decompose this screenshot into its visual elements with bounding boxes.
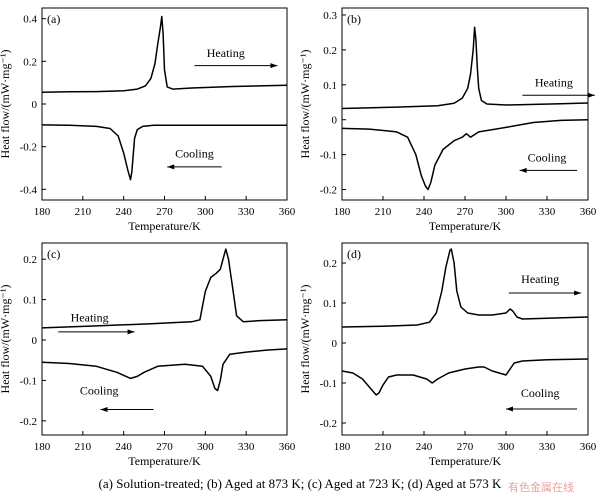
cooling-arrowhead	[519, 167, 527, 173]
x-axis-label: Temperature/K	[128, 219, 201, 233]
y-tick-label: 0.1	[323, 298, 337, 310]
y-tick-label: -0.2	[20, 142, 37, 154]
heating-label: Heating	[71, 310, 109, 324]
y-tick-label: 0	[32, 335, 38, 347]
x-axis-label: Temperature/K	[429, 219, 502, 233]
y-tick-label: 0.2	[323, 258, 337, 270]
x-tick-label: 210	[75, 441, 92, 453]
cooling-arrowhead	[100, 407, 108, 413]
watermark: 有色金属在线	[508, 481, 574, 494]
heating-arrowhead	[574, 290, 582, 296]
y-tick-label: 0.4	[23, 14, 37, 26]
heating-arrowhead	[270, 63, 278, 69]
heating-curve	[341, 26, 589, 110]
y-tick-label: -0.2	[320, 418, 337, 430]
panel-2: 180 210 240 270 300 330 360 -0.2 -0.1 0 0.1 0.2 0.3 T…	[298, 7, 597, 233]
x-tick-label: 330	[238, 206, 255, 218]
x-axis-label: Temperature/K	[429, 454, 502, 468]
x-tick-label: 300	[197, 441, 214, 453]
x-tick-label: 270	[156, 206, 173, 218]
plot-frame	[41, 242, 288, 436]
panel-label: (c)	[47, 247, 60, 261]
panel-label: (d)	[347, 247, 361, 261]
x-tick-label: 360	[279, 441, 296, 453]
x-tick-label: 270	[156, 441, 173, 453]
heating-label: Heating	[207, 46, 245, 60]
y-axis-label: Heat flow/(mW·mg⁻¹)	[0, 285, 12, 394]
heating-curve	[41, 248, 288, 329]
y-tick-label: 0.1	[23, 295, 37, 307]
y-tick-label: 0	[32, 99, 38, 111]
cooling-curve	[41, 348, 288, 392]
x-tick-label: 330	[539, 441, 556, 453]
x-tick-label: 180	[334, 441, 351, 453]
x-tick-label: 270	[457, 441, 474, 453]
heating-arrowhead	[587, 92, 595, 98]
cooling-arrowhead	[167, 164, 175, 170]
y-tick-label: 0.2	[323, 45, 337, 57]
x-tick-label: 270	[457, 206, 474, 218]
x-tick-label: 210	[375, 441, 392, 453]
y-tick-label: 0.3	[323, 10, 337, 22]
cooling-label: Cooling	[521, 386, 560, 400]
cooling-curve	[341, 358, 589, 396]
cooling-label: Cooling	[528, 151, 567, 165]
heating-curve	[41, 15, 288, 94]
panel-4: 180 210 240 270 300 330 360 -0.2 -0.1 0 0.1 0.2 Temp…	[298, 242, 597, 468]
y-axis-label: Heat flow/(mW·mg⁻¹)	[298, 50, 312, 159]
x-tick-label: 240	[115, 206, 132, 218]
y-tick-label: -0.2	[20, 416, 37, 428]
panel-1: 180 210 240 270 300 330 360 -0.4 -0.2 0 0.2 0.4 Temp…	[0, 7, 296, 233]
y-tick-label: 0.1	[323, 80, 337, 92]
y-axis-label: Heat flow/(mW·mg⁻¹)	[0, 50, 12, 159]
x-tick-label: 180	[334, 206, 351, 218]
panel-label: (a)	[47, 12, 60, 26]
heating-arrowhead	[127, 329, 135, 335]
y-tick-label: -0.1	[320, 378, 337, 390]
x-tick-label: 240	[416, 441, 433, 453]
x-axis-label: Temperature/K	[128, 454, 201, 468]
x-tick-label: 210	[75, 206, 92, 218]
cooling-curve	[41, 124, 287, 181]
heating-label: Heating	[521, 272, 559, 286]
x-tick-label: 180	[34, 206, 51, 218]
cooling-arrowhead	[506, 406, 513, 412]
cooling-label: Cooling	[80, 384, 119, 398]
y-tick-label: 0	[332, 338, 338, 350]
cooling-label: Cooling	[175, 146, 214, 160]
y-axis-label: Heat flow/(mW·mg⁻¹)	[298, 285, 312, 394]
x-tick-label: 240	[115, 441, 132, 453]
plot-frame	[41, 7, 288, 201]
y-tick-label: 0.2	[23, 56, 37, 68]
y-tick-label: -0.4	[20, 184, 38, 196]
x-tick-label: 330	[539, 206, 556, 218]
x-tick-label: 360	[279, 206, 296, 218]
x-tick-label: 210	[375, 206, 392, 218]
x-tick-label: 300	[197, 206, 214, 218]
x-tick-label: 330	[238, 441, 255, 453]
x-tick-label: 300	[498, 441, 515, 453]
x-tick-label: 180	[34, 441, 51, 453]
y-tick-label: 0	[332, 115, 338, 127]
y-tick-label: -0.2	[320, 185, 337, 197]
x-tick-label: 360	[580, 441, 597, 453]
heating-label: Heating	[535, 76, 573, 90]
y-tick-label: 0.2	[23, 254, 37, 266]
figure-caption: (a) Solution-treated; (b) Aged at 873 K;…	[98, 476, 502, 491]
y-tick-label: -0.1	[320, 150, 337, 162]
x-tick-label: 300	[498, 206, 515, 218]
panel-3: 180 210 240 270 300 330 360 -0.2 -0.1 0 0.1 0.2 Temp…	[0, 242, 296, 468]
y-tick-label: -0.1	[20, 375, 37, 387]
cooling-curve	[341, 118, 589, 191]
x-tick-label: 360	[580, 206, 597, 218]
x-tick-label: 240	[416, 206, 433, 218]
heating-curve	[341, 248, 589, 328]
panel-label: (b)	[347, 12, 361, 26]
